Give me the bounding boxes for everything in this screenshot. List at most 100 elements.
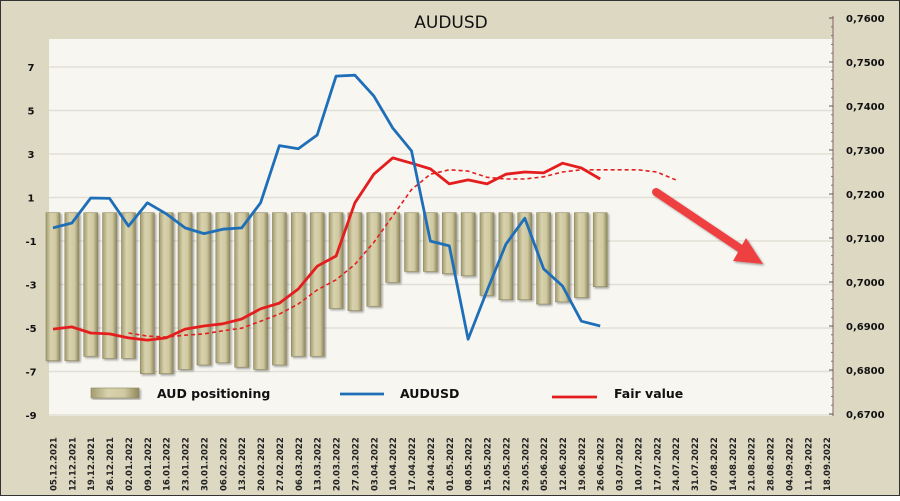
- x-tick-label: 20.02.2022: [257, 437, 267, 491]
- x-tick-label: 06.03.2022: [295, 437, 305, 491]
- bar-aud-positioning: [555, 212, 570, 303]
- bar-aud-positioning: [140, 212, 155, 374]
- x-tick-label: 21.08.2022: [748, 437, 758, 491]
- x-tick-label: 16.01.2022: [163, 437, 173, 491]
- trend-arrow-head: [733, 238, 763, 264]
- bar-aud-positioning: [517, 212, 533, 301]
- x-tick-label: 12.06.2022: [559, 437, 569, 491]
- x-tick-label: 30.01.2022: [200, 437, 210, 491]
- left-tick-label: 7: [28, 63, 35, 74]
- bar-aud-positioning: [272, 212, 287, 366]
- x-tick-label: 19.12.2021: [87, 437, 97, 491]
- x-tick-label: 18.09.2022: [823, 437, 833, 491]
- x-tick-label: 09.01.2022: [144, 437, 154, 491]
- x-tick-label: 14.08.2022: [729, 437, 739, 491]
- x-tick-label: 12.12.2021: [68, 437, 78, 491]
- line-audusd: [52, 73, 601, 341]
- bar-aud-positioning: [309, 212, 325, 357]
- legend-label-aud-positioning: AUD positioning: [157, 386, 270, 401]
- bar-aud-positioning: [291, 212, 306, 357]
- bar-aud-positioning: [498, 212, 514, 301]
- bar-aud-positioning: [404, 212, 419, 272]
- right-tick-label: 0,7500: [846, 58, 885, 69]
- x-tick-label: 10.07.2022: [634, 437, 644, 491]
- x-tick-label: 24.07.2022: [672, 437, 682, 491]
- right-tick-label: 0,7000: [846, 278, 885, 289]
- bar-aud-positioning: [592, 212, 608, 287]
- x-tick-label: 26.06.2022: [597, 437, 607, 491]
- x-tick-label: 07.08.2022: [710, 437, 720, 491]
- right-tick-label: 0,7300: [846, 146, 885, 157]
- bar-aud-positioning: [460, 212, 476, 277]
- x-tick-label: 23.01.2022: [182, 437, 192, 491]
- x-tick-label: 03.07.2022: [616, 437, 626, 491]
- x-tick-label: 29.05.2022: [521, 437, 531, 491]
- right-tick-label: 0,7100: [846, 234, 885, 245]
- x-tick-label: 27.03.2022: [351, 437, 361, 491]
- left-tick-label: -5: [25, 324, 36, 335]
- left-tick-label: -3: [25, 281, 36, 292]
- chart-title: AUDUSD: [414, 13, 488, 33]
- right-tick-label: 0,6700: [846, 410, 885, 421]
- x-tick-label: 22.05.2022: [502, 437, 512, 491]
- x-tick-label: 27.02.2022: [276, 437, 286, 491]
- x-tick-label: 01.05.2022: [446, 437, 456, 491]
- x-tick-label: 13.03.2022: [314, 437, 324, 491]
- bar-aud-positioning: [64, 212, 80, 361]
- legend-label-audusd: AUDUSD: [400, 386, 459, 401]
- x-tick-label: 24.04.2022: [427, 437, 437, 491]
- x-tick-label: 26.12.2021: [106, 437, 116, 491]
- bar-aud-positioning: [536, 212, 551, 305]
- x-tick-label: 17.04.2022: [408, 437, 418, 491]
- right-tick-label: 0,6900: [846, 322, 885, 333]
- bar-aud-positioning: [158, 212, 174, 374]
- x-tick-label: 17.07.2022: [653, 437, 663, 491]
- bar-aud-positioning: [83, 212, 99, 357]
- bar-aud-positioning: [215, 212, 231, 364]
- bar-aud-positioning: [45, 212, 61, 361]
- x-tick-label: 15.05.2022: [484, 437, 494, 491]
- left-tick-label: 1: [28, 194, 35, 205]
- x-tick-label: 31.07.2022: [691, 437, 701, 491]
- legend-swatch-aud-positioning: [90, 387, 140, 399]
- x-tick-label: 04.09.2022: [785, 437, 795, 491]
- bar-aud-positioning: [328, 212, 344, 309]
- trend-arrow-shaft: [652, 188, 745, 253]
- left-tick-label: -1: [25, 237, 36, 248]
- bar-aud-positioning: [253, 212, 268, 370]
- x-tick-label: 05.06.2022: [540, 437, 550, 491]
- x-tick-label: 10.04.2022: [389, 437, 399, 491]
- right-tick-label: 0,6800: [846, 366, 885, 377]
- legend-label-fair-value: Fair value: [614, 386, 683, 401]
- bar-aud-positioning: [347, 212, 363, 311]
- bar-aud-positioning: [177, 212, 193, 370]
- left-tick-label: 3: [28, 150, 35, 161]
- x-tick-label: 20.03.2022: [333, 437, 343, 491]
- bar-aud-positioning: [385, 212, 400, 283]
- left-tick-label: 5: [28, 107, 35, 118]
- bar-aud-positioning: [366, 212, 382, 307]
- x-tick-label: 05.12.2021: [50, 437, 60, 491]
- bar-aud-positioning: [574, 212, 589, 298]
- x-tick-label: 11.09.2022: [804, 437, 814, 491]
- bar-aud-positioning: [196, 212, 212, 366]
- x-tick-label: 02.01.2022: [125, 437, 135, 491]
- x-tick-label: 08.05.2022: [465, 437, 475, 491]
- bar-aud-positioning: [121, 212, 136, 359]
- left-tick-label: -9: [25, 411, 36, 422]
- bar-aud-positioning: [234, 212, 249, 368]
- right-tick-label: 0,7600: [846, 14, 885, 25]
- left-tick-label: -7: [25, 368, 36, 379]
- x-tick-label: 19.06.2022: [578, 437, 588, 491]
- x-tick-label: 03.04.2022: [370, 437, 380, 491]
- bar-aud-positioning: [479, 212, 495, 296]
- line-fair-value: [52, 156, 601, 342]
- x-tick-label: 28.08.2022: [767, 437, 777, 491]
- right-tick-label: 0,7400: [846, 102, 885, 113]
- bar-aud-positioning: [102, 212, 117, 359]
- right-tick-label: 0,7200: [846, 190, 885, 201]
- x-tick-label: 13.02.2022: [238, 437, 248, 491]
- x-tick-label: 06.02.2022: [219, 437, 229, 491]
